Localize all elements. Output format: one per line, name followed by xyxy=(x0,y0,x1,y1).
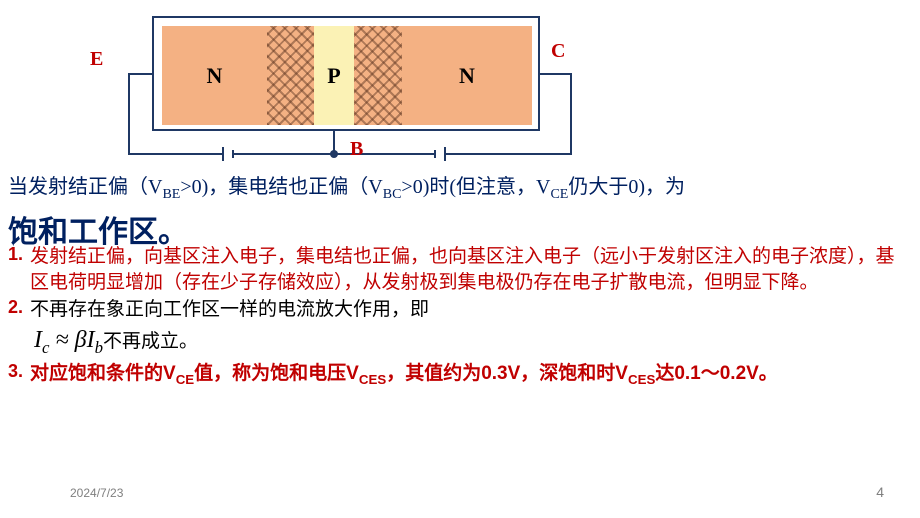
wire xyxy=(434,150,436,158)
bullet-2: 2. 不再存在象正向工作区一样的电流放大作用，即 xyxy=(8,297,912,323)
formula-I: I xyxy=(34,327,42,353)
wire xyxy=(234,153,334,155)
wire xyxy=(128,73,152,75)
intro-sub: BC xyxy=(383,187,402,202)
wire xyxy=(128,153,223,155)
terminal-label-b: B xyxy=(350,138,363,161)
bc-junction xyxy=(354,26,402,125)
intro-part: 当发射结正偏（V xyxy=(8,176,162,198)
formula-sub-b: b xyxy=(95,338,103,357)
bullet-number: 2. xyxy=(8,297,30,323)
region-label-n2: N xyxy=(459,63,475,89)
wire xyxy=(446,153,572,155)
intro-sub: BE xyxy=(162,187,180,202)
formula-approx: ≈ xyxy=(49,327,74,353)
intro-part: 仍大于0)，为 xyxy=(568,176,685,198)
region-label-n1: N xyxy=(207,63,223,89)
be-junction xyxy=(267,26,314,125)
bullet-number: 3. xyxy=(8,361,30,389)
transistor-diagram: E C N P N B xyxy=(0,0,920,166)
terminal-label-e: E xyxy=(90,48,103,71)
bullet-number: 1. xyxy=(8,244,30,295)
intro-sub: CE xyxy=(550,187,568,202)
bullet-text: 不再存在象正向工作区一样的电流放大作用，即 xyxy=(30,297,912,323)
wire xyxy=(222,147,224,161)
region-label-p: P xyxy=(327,63,340,89)
formula-Ib: I xyxy=(87,327,95,353)
bullet-1: 1. 发射结正偏，向基区注入电子，集电结也正偏，也向基区注入电子（远小于发射区注… xyxy=(8,244,912,295)
b3-part: ，其值约为0.3V，深饱和时V xyxy=(386,363,628,384)
terminal-label-c: C xyxy=(551,40,565,63)
intro-part: >0)时(但注意，V xyxy=(401,176,550,198)
wire xyxy=(540,73,572,75)
b3-part: 对应饱和条件的V xyxy=(30,363,176,384)
region-base-p: P xyxy=(314,26,354,125)
b3-sub: CES xyxy=(359,372,386,387)
bullet-text: 发射结正偏，向基区注入电子，集电结也正偏，也向基区注入电子（远小于发射区注入的电… xyxy=(30,244,912,295)
formula-rest: 不再成立。 xyxy=(103,331,198,352)
intro-part: >0)，集电结也正偏（V xyxy=(180,176,382,198)
region-emitter-n: N xyxy=(162,26,267,125)
bullet-text: 对应饱和条件的VCE值，称为饱和电压VCES，其值约为0.3V，深饱和时VCES… xyxy=(30,361,912,389)
npn-structure: N P N xyxy=(152,16,540,131)
region-collector-n: N xyxy=(402,26,532,125)
bullet-3: 3. 对应饱和条件的VCE值，称为饱和电压VCES，其值约为0.3V，深饱和时V… xyxy=(8,361,912,389)
formula: Ic ≈ βIb不再成立。 xyxy=(8,326,912,358)
b3-sub: CES xyxy=(628,372,655,387)
wire xyxy=(128,73,130,155)
wire xyxy=(570,73,572,155)
b3-part: 达0.1～0.2V。 xyxy=(655,363,778,384)
formula-beta: β xyxy=(75,327,87,353)
footer-page-number: 4 xyxy=(876,484,884,500)
footer-date: 2024/7/23 xyxy=(70,486,123,500)
b3-part: 值，称为饱和电压V xyxy=(194,363,359,384)
bullet-list: 1. 发射结正偏，向基区注入电子，集电结也正偏，也向基区注入电子（远小于发射区注… xyxy=(8,244,912,390)
b3-sub: CE xyxy=(176,372,194,387)
